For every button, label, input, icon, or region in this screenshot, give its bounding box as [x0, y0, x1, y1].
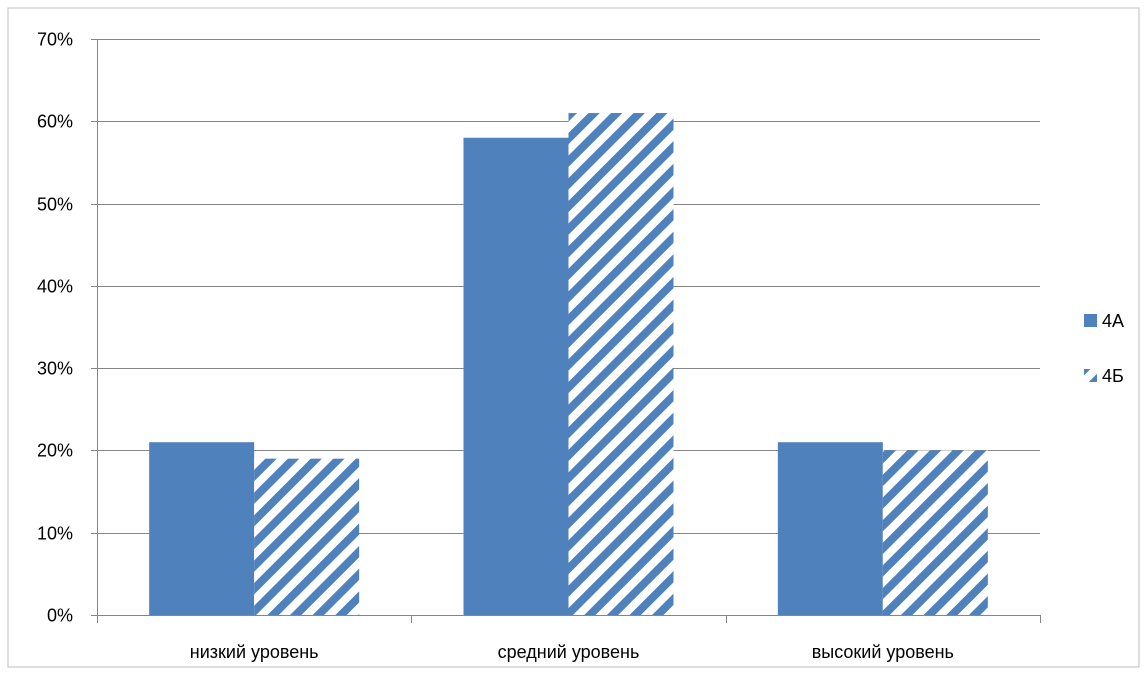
y-tick-label: 0% — [47, 606, 73, 626]
chart-border — [7, 7, 1140, 668]
y-tick-label: 40% — [37, 277, 73, 297]
x-category-label: низкий уровень — [190, 642, 319, 662]
y-tick-label: 70% — [37, 30, 73, 50]
x-category-label: высокий уровень — [812, 642, 954, 662]
y-tick-label: 20% — [37, 441, 73, 461]
legend: 4А 4Б — [1084, 311, 1124, 386]
legend-swatch — [1084, 369, 1097, 382]
legend-label: 4Б — [1102, 366, 1124, 386]
y-tick-label: 30% — [37, 359, 73, 379]
bar-series-b — [568, 113, 674, 616]
bar-series-a — [463, 137, 569, 615]
y-tick-label: 10% — [37, 524, 73, 544]
y-tick-label: 50% — [37, 195, 73, 215]
x-category-label: средний уровень — [498, 642, 640, 662]
y-tick-label: 60% — [37, 112, 73, 132]
bar-series-a — [149, 442, 255, 615]
legend-label: 4А — [1102, 311, 1124, 331]
bars — [149, 113, 988, 616]
bar-series-b — [254, 458, 360, 615]
bar-series-a — [777, 442, 883, 615]
axes: 0% 10% 20% 30% 40% 50% 60% 70% низкий уровень сре… — [37, 30, 1041, 662]
legend-swatch — [1084, 314, 1097, 327]
bar-series-b — [882, 450, 988, 615]
